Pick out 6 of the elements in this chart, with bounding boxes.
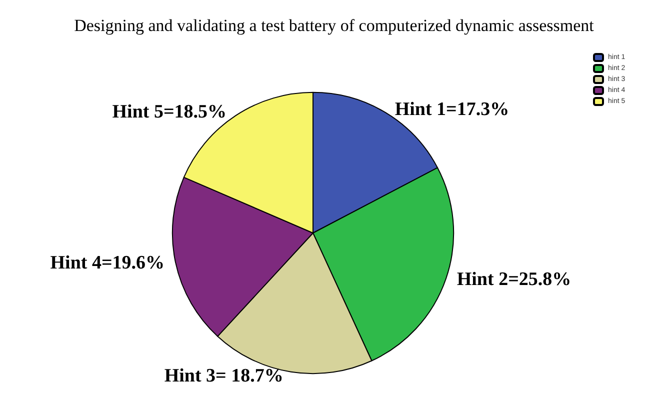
chart-title: Designing and validating a test battery of computerized dynamic assessment (74, 16, 594, 35)
data-label: Hint 2=25.8% (456, 269, 572, 290)
data-label: Hint 1=17.3% (394, 98, 510, 120)
data-label: Hint 4=19.6% (50, 252, 165, 274)
data-label: Hint 3= 18.7% (164, 365, 284, 386)
data-label: Hint 5=18.5% (112, 102, 227, 123)
